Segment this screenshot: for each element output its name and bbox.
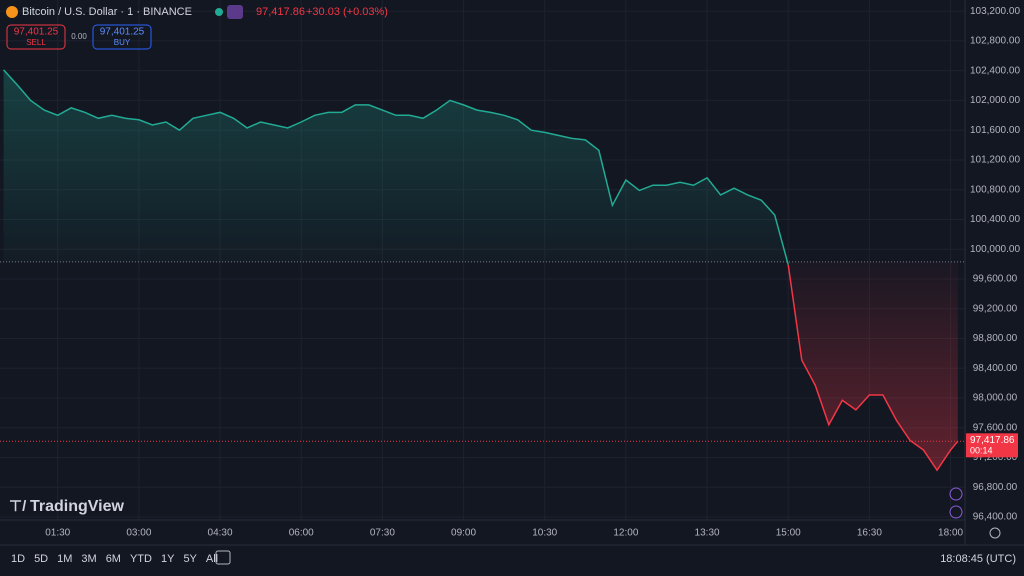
sell-label: SELL	[26, 38, 46, 47]
y-tick-label: 99,600.00	[973, 274, 1018, 285]
date-range-button[interactable]	[215, 550, 231, 565]
y-tick-label: 99,200.00	[973, 303, 1018, 314]
settings-button[interactable]	[989, 527, 1001, 539]
y-tick-label: 103,200.00	[970, 6, 1020, 17]
range-button[interactable]: 3M	[81, 553, 96, 565]
line-below	[787, 264, 959, 472]
range-button[interactable]: YTD	[130, 553, 152, 565]
y-tick-label: 96,400.00	[973, 512, 1018, 523]
y-tick-label: 101,200.00	[970, 155, 1020, 166]
y-tick-label: 102,800.00	[970, 36, 1020, 47]
symbol[interactable]: Bitcoin / U.S. Dollar · 1 · BINANCE	[22, 6, 192, 18]
sell-price: 97,401.25	[14, 27, 59, 38]
y-tick-label: 98,400.00	[973, 363, 1018, 374]
price-tag-label: 97,417.86	[970, 435, 1015, 446]
clock: 18:08:45 (UTC)	[940, 553, 1016, 565]
spread: 0.00	[71, 32, 87, 41]
area-fill	[788, 261, 958, 471]
x-tick-label: 13:30	[695, 528, 720, 539]
y-tick-label: 102,000.00	[970, 95, 1020, 106]
area-fill	[3, 69, 789, 265]
x-tick-label: 07:30	[370, 528, 395, 539]
y-tick-label: 96,800.00	[973, 482, 1018, 493]
y-tick-label: 100,000.00	[970, 244, 1020, 255]
y-tick-label: 98,800.00	[973, 333, 1018, 344]
sell-button[interactable]	[6, 24, 66, 50]
y-tick-label: 100,400.00	[970, 214, 1020, 225]
x-tick-label: 18:00	[938, 528, 963, 539]
status-dot	[215, 8, 223, 16]
range-button[interactable]: 5Y	[183, 553, 197, 565]
y-tick-label: 100,800.00	[970, 184, 1020, 195]
y-tick-label: 97,200.00	[973, 452, 1018, 463]
buy-price: 97,401.25	[100, 27, 145, 38]
y-tick-label: 97,600.00	[973, 422, 1018, 433]
change: +30.03 (+0.03%)	[306, 6, 388, 18]
range-button[interactable]: 6M	[106, 553, 121, 565]
countdown: 00:14	[970, 446, 993, 456]
y-tick-label: 98,000.00	[973, 393, 1018, 404]
x-tick-label: 06:00	[289, 528, 314, 539]
line-above	[3, 69, 789, 266]
x-tick-label: 04:30	[208, 528, 233, 539]
x-tick-label: 01:30	[45, 528, 70, 539]
x-tick-label: 09:00	[451, 528, 476, 539]
y-tick-label: 101,600.00	[970, 125, 1020, 136]
price: 97,417.86	[256, 6, 305, 18]
range-button[interactable]: 1M	[57, 553, 72, 565]
logo-mark: ⊤/	[9, 498, 27, 515]
x-tick-label: 16:30	[857, 528, 882, 539]
price-tag	[966, 433, 1018, 458]
x-tick-label: 10:30	[532, 528, 557, 539]
logo: TradingView	[30, 498, 125, 515]
add-button[interactable]	[949, 487, 963, 501]
range-button[interactable]: 5D	[34, 553, 48, 565]
range-button[interactable]: 1D	[11, 553, 25, 565]
x-tick-label: 15:00	[776, 528, 801, 539]
indicator-icon[interactable]	[227, 5, 243, 19]
buy-button[interactable]	[92, 24, 152, 50]
coin-icon	[6, 6, 18, 18]
y-tick-label: 102,400.00	[970, 65, 1020, 76]
buy-label: BUY	[114, 38, 131, 47]
range-button[interactable]: All	[206, 553, 218, 565]
x-tick-label: 03:00	[126, 528, 151, 539]
range-button[interactable]: 1Y	[161, 553, 175, 565]
alert-button[interactable]	[949, 505, 963, 519]
x-tick-label: 12:00	[613, 528, 638, 539]
